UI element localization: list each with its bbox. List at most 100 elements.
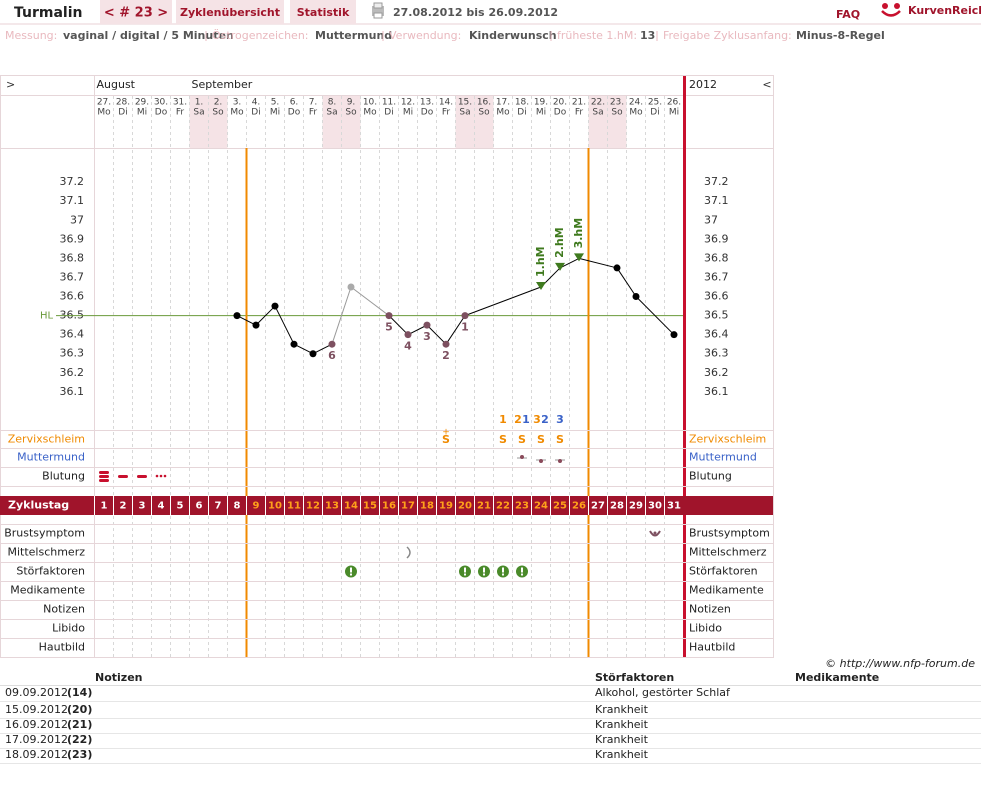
note-day: (23) (67, 748, 92, 761)
y-tick-label: 36.2 (60, 366, 85, 379)
tab[interactable] (290, 0, 356, 24)
cycle-day: 6 (196, 501, 203, 512)
weekday-label: Di (118, 108, 127, 118)
weekday-label: Do (155, 108, 168, 118)
disturbance-icon (502, 567, 504, 573)
bleeding-icon (99, 471, 109, 474)
day-label: 2. (214, 98, 223, 108)
weekday-label: So (478, 108, 490, 118)
mucus-count: 1 (499, 413, 507, 426)
day-label: 3. (233, 98, 242, 108)
cycle-day: 13 (325, 501, 339, 512)
temp-point (423, 321, 431, 329)
cycle-day: 24 (534, 501, 548, 512)
day-label: 30. (154, 98, 168, 108)
weekday-label: So (345, 108, 357, 118)
disturbance-icon (464, 573, 466, 576)
column-header: Störfaktoren (595, 671, 674, 684)
day-label: 26. (667, 98, 681, 108)
tab-label[interactable]: Zyklenübersicht (180, 6, 280, 19)
y-tick-label: 37 (70, 213, 84, 226)
cycle-day: 4 (158, 501, 165, 512)
info-value: Kinderwunsch (469, 29, 557, 42)
pain-icon (406, 546, 411, 559)
weekend-shade (607, 96, 627, 148)
temp-point (328, 340, 336, 348)
weekend-shade (341, 96, 361, 148)
day-label: 11. (382, 98, 396, 108)
info-value: Muttermund (315, 29, 392, 42)
cycle-day: 10 (268, 501, 282, 512)
day-label: 27. (97, 98, 111, 108)
date-range: 27.08.2012 bis 26.09.2012 (393, 6, 558, 19)
row-label: Mittelschmerz (689, 546, 767, 559)
temp-point (574, 253, 584, 262)
month-label: August (97, 78, 136, 91)
note-date: 15.09.2012 (5, 703, 68, 716)
cervix-icon (520, 455, 524, 459)
weekday-label: Sa (592, 108, 603, 118)
faq-link[interactable]: FAQ (836, 8, 860, 21)
cycle-day: 21 (477, 501, 491, 512)
count-label: 1 (461, 321, 469, 334)
mucus-count: 1 (522, 413, 530, 426)
logo-icon[interactable] (881, 3, 901, 17)
weekday-label: Sa (193, 108, 204, 118)
y-tick-label: 36.3 (704, 347, 729, 360)
cycle-day: 11 (287, 501, 301, 512)
temp-point (309, 350, 317, 358)
cervix-icon (539, 459, 543, 463)
temp-segment (635, 296, 675, 336)
print-icon[interactable] (372, 2, 384, 19)
nav-right: < (762, 78, 771, 91)
weekday-label: Di (251, 108, 260, 118)
year-label: 2012 (689, 78, 717, 91)
info-label: Freigabe Zyklusanfang: (663, 29, 792, 42)
y-tick-label: 37.1 (704, 194, 729, 207)
day-label: 13. (420, 98, 434, 108)
cycle-day: 16 (382, 501, 396, 512)
temp-point (404, 331, 412, 339)
count-label: 5 (385, 321, 393, 334)
weekday-label: Sa (459, 108, 470, 118)
info-label: Messung: (5, 29, 57, 42)
row-label: Muttermund (17, 451, 85, 464)
logo-text[interactable]: KurvenReich (908, 4, 981, 17)
mucus-count: 2 (514, 413, 522, 426)
cycle-nav-tab[interactable] (100, 0, 172, 24)
temp-segment (388, 315, 409, 336)
bleeding-icon (99, 479, 109, 482)
info-label: früheste 1.hM: (557, 29, 637, 42)
cycle-nav[interactable]: < # 23 > (104, 6, 168, 21)
day-label: 9. (347, 98, 356, 108)
note-day: (21) (67, 718, 92, 731)
tab-label[interactable]: Statistik (297, 6, 350, 19)
temp-segment (236, 315, 257, 326)
row-label: Notizen (43, 603, 85, 616)
temp-segment (464, 286, 542, 317)
y-tick-label: 36.6 (60, 290, 85, 303)
weekend-shade (322, 96, 342, 148)
coverline-label: HL (40, 311, 54, 322)
temp-point (347, 283, 355, 291)
info-label: Verwendung: (389, 29, 461, 42)
row-label: Störfaktoren (16, 565, 85, 578)
row-label: Medikamente (689, 584, 764, 597)
y-tick-label: 36.7 (60, 270, 85, 283)
column-header: Notizen (95, 671, 143, 684)
cycle-day: 3 (139, 501, 146, 512)
hm-label: 2.hM (553, 227, 566, 258)
mucus-symbol: S (556, 433, 564, 446)
weekday-label: Fr (309, 108, 318, 118)
note-date: 18.09.2012 (5, 748, 68, 761)
bleeding-icon (155, 474, 159, 478)
row-label: Brustsymptom (689, 527, 770, 540)
note-date: 17.09.2012 (5, 733, 68, 746)
tab[interactable] (176, 0, 284, 24)
day-label: 10. (363, 98, 377, 108)
temp-segment (331, 286, 352, 345)
note-disturbance: Alkohol, gestörter Schlaf (595, 686, 731, 699)
y-tick-label: 36.2 (704, 366, 729, 379)
mucus-symbol: S (518, 433, 526, 446)
mucus-symbol: S (499, 433, 507, 446)
